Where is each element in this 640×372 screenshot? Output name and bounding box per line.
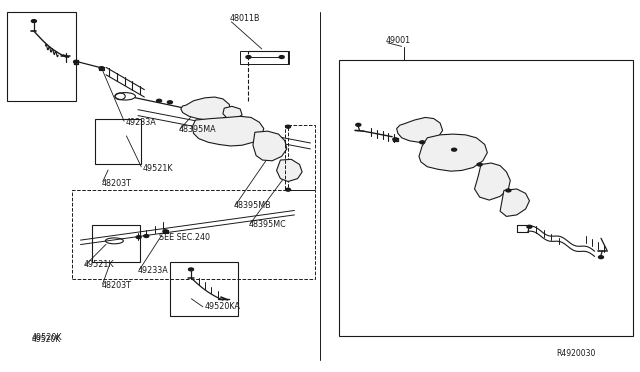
Text: 49233A: 49233A — [125, 118, 156, 127]
Text: 49520K: 49520K — [31, 336, 61, 344]
Circle shape — [356, 124, 361, 126]
Text: 48011B: 48011B — [229, 14, 260, 23]
Circle shape — [506, 189, 511, 192]
Circle shape — [393, 138, 398, 141]
Circle shape — [144, 235, 148, 237]
Text: 49001: 49001 — [385, 36, 410, 45]
Bar — [92, 225, 140, 262]
Circle shape — [136, 236, 141, 238]
Polygon shape — [192, 116, 264, 146]
Circle shape — [189, 268, 193, 271]
Bar — [95, 119, 141, 164]
Bar — [7, 12, 76, 101]
Text: 49521K: 49521K — [143, 164, 173, 173]
Text: 48395MA: 48395MA — [178, 125, 216, 134]
Bar — [339, 60, 633, 336]
Circle shape — [285, 188, 291, 191]
Polygon shape — [500, 189, 529, 217]
Polygon shape — [276, 159, 302, 182]
Bar — [72, 190, 315, 279]
Bar — [170, 262, 238, 317]
Circle shape — [246, 55, 251, 58]
Circle shape — [285, 125, 291, 128]
Polygon shape — [397, 118, 443, 142]
Text: 49521K: 49521K — [84, 260, 114, 269]
Text: 48395MB: 48395MB — [234, 201, 271, 210]
Text: 48203T: 48203T — [102, 179, 131, 188]
Bar — [240, 51, 289, 64]
Circle shape — [452, 148, 456, 151]
Circle shape — [157, 99, 161, 102]
Circle shape — [99, 67, 104, 70]
Circle shape — [279, 55, 284, 58]
Circle shape — [477, 163, 482, 166]
Text: SEE SEC.240: SEE SEC.240 — [159, 232, 210, 241]
Circle shape — [163, 230, 168, 232]
Circle shape — [420, 141, 425, 144]
Text: 48203T: 48203T — [102, 281, 131, 290]
Circle shape — [74, 60, 79, 63]
Circle shape — [598, 256, 604, 259]
Polygon shape — [223, 106, 242, 119]
Text: R4920030: R4920030 — [556, 349, 596, 358]
Polygon shape — [419, 134, 487, 171]
Text: 48395MC: 48395MC — [248, 219, 286, 229]
Circle shape — [527, 225, 532, 228]
Text: 49520K: 49520K — [31, 333, 62, 341]
Circle shape — [168, 101, 172, 104]
Polygon shape — [253, 131, 287, 161]
Polygon shape — [180, 97, 230, 120]
Text: 49233A: 49233A — [138, 266, 169, 275]
Bar — [285, 125, 315, 190]
Polygon shape — [474, 163, 510, 200]
Text: 49520KA: 49520KA — [205, 302, 241, 311]
Circle shape — [31, 20, 36, 23]
